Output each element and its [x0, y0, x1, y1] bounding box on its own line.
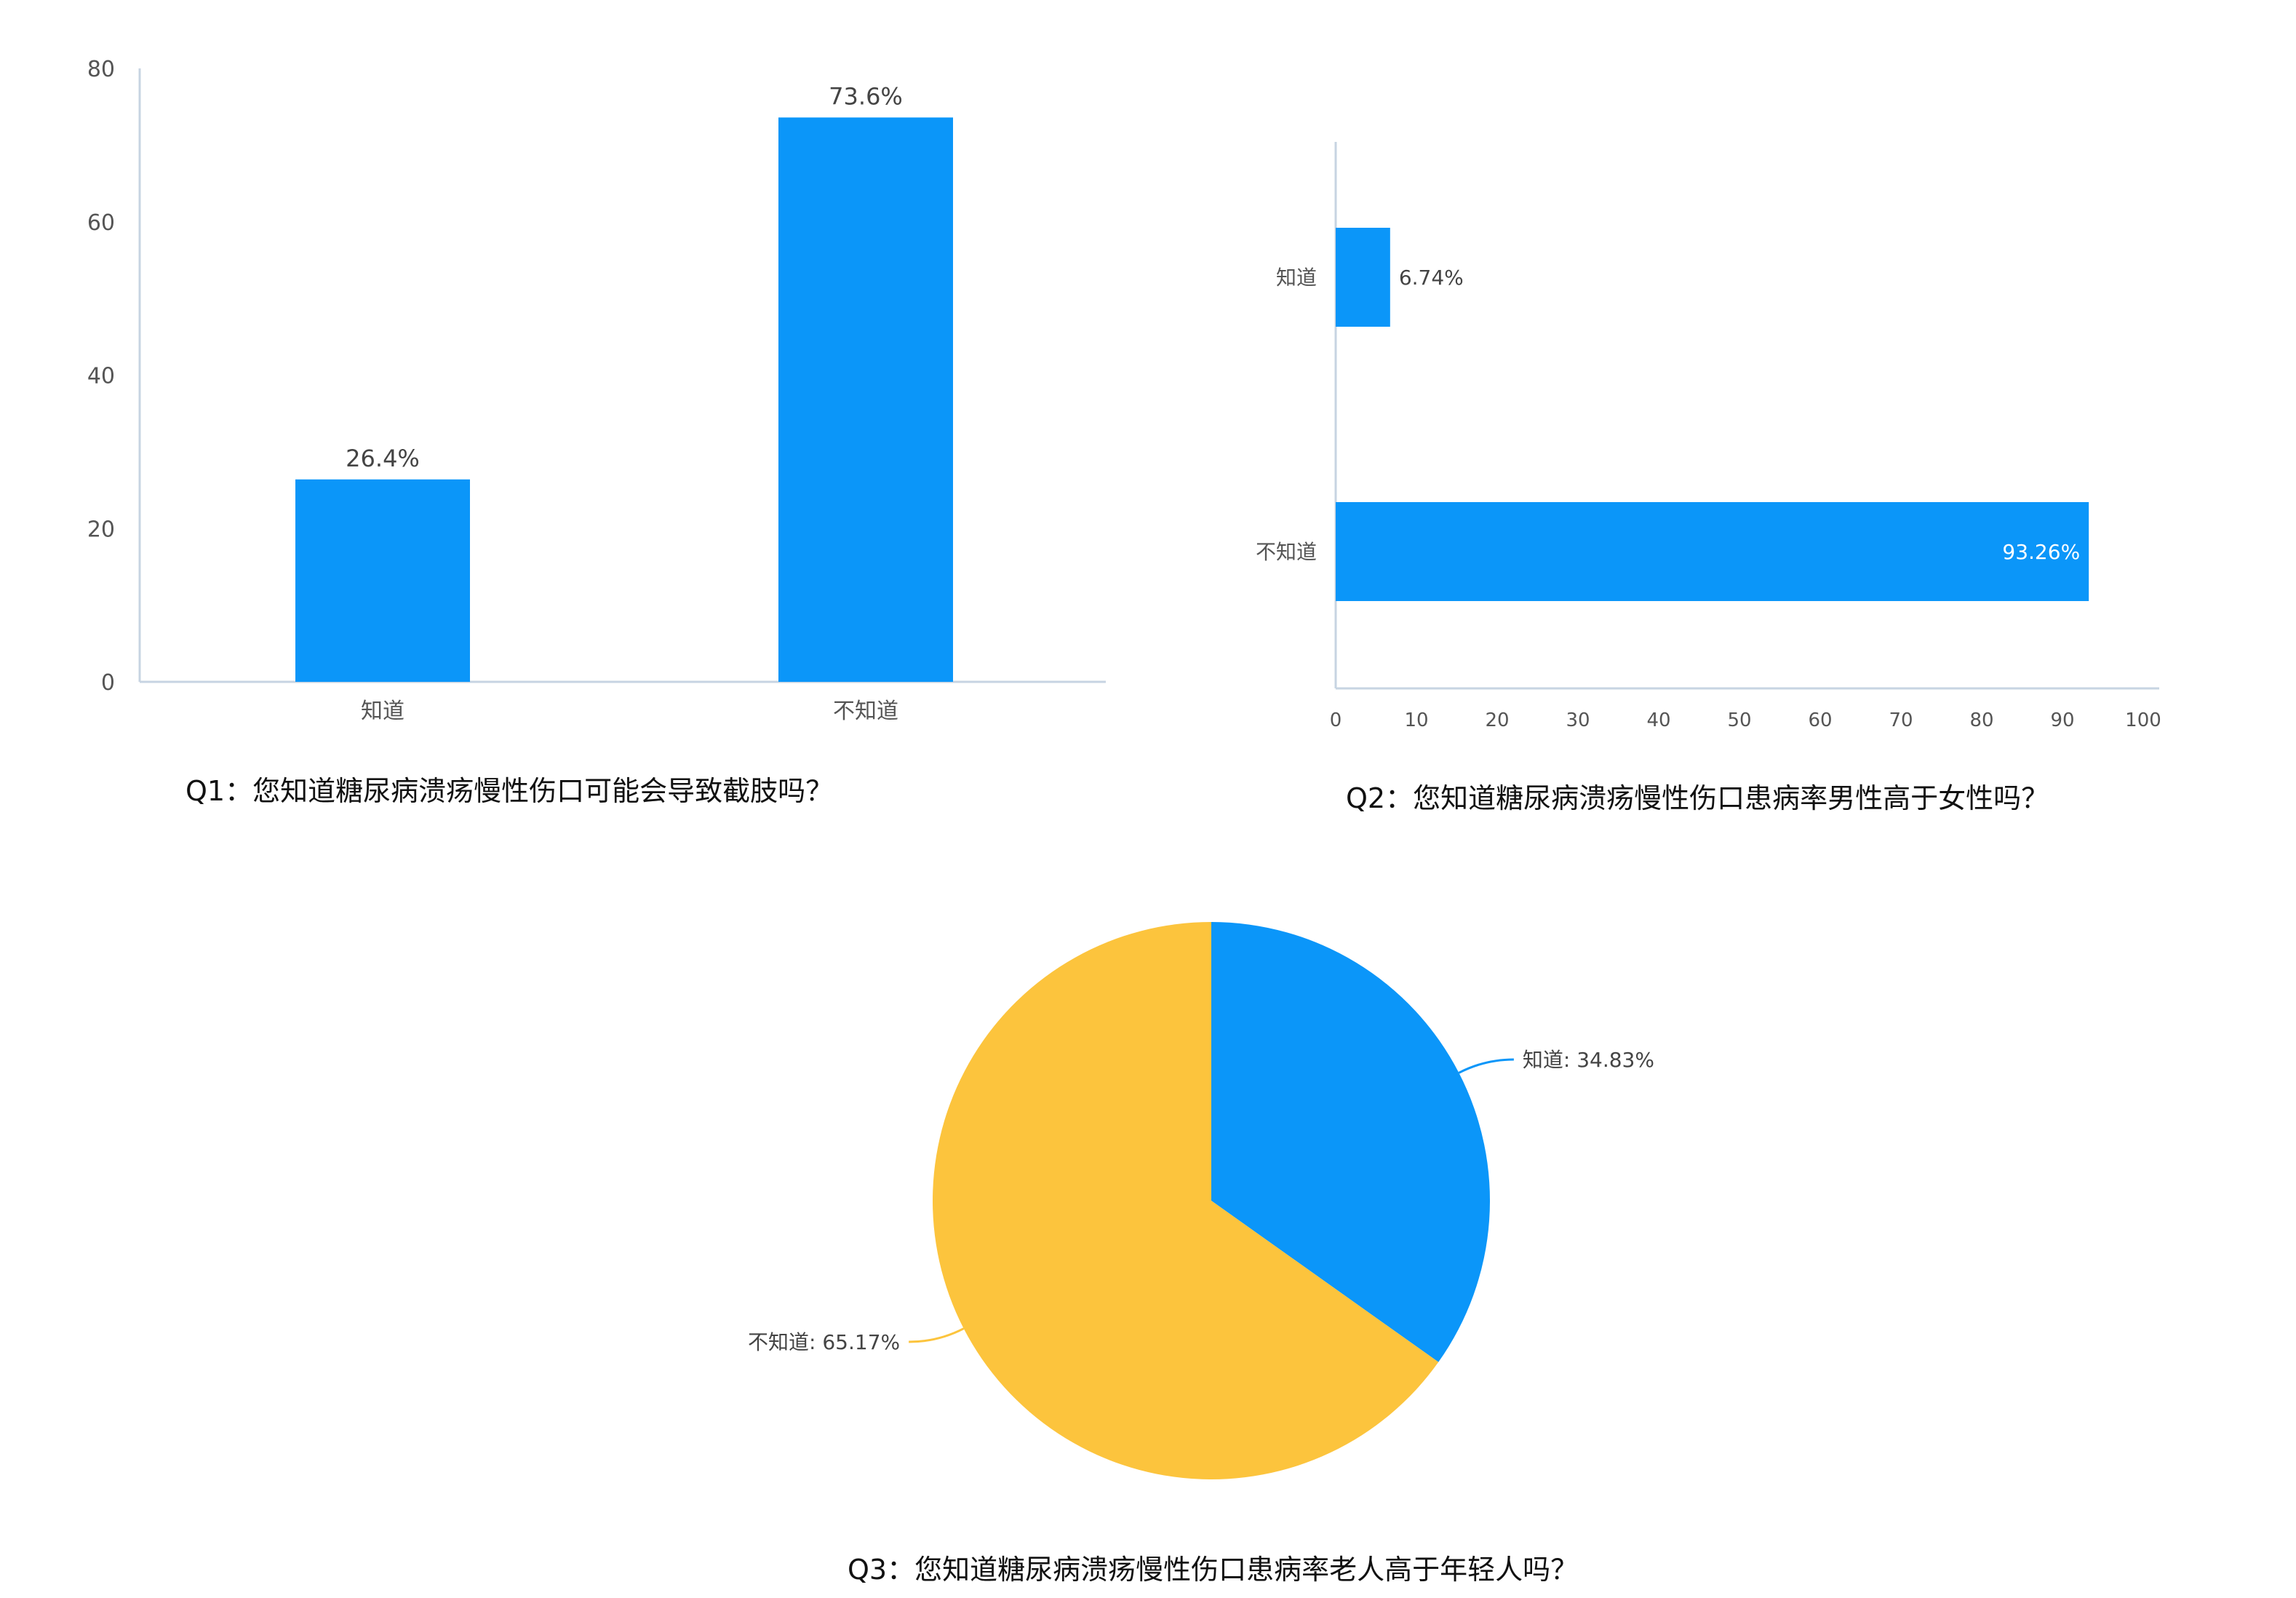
q2-x-tick-label: 30 [1566, 709, 1590, 731]
q1-caption: Q1：您知道糖尿病溃疡慢性伤口可能会导致截肢吗？ [186, 775, 833, 807]
q2-x-tick-label: 90 [2050, 709, 2074, 731]
q2-bar [1336, 228, 1390, 327]
q2-x-tick-label: 20 [1485, 709, 1509, 731]
q2-x-tick-label: 70 [1889, 709, 1913, 731]
q1-y-tick-label: 40 [87, 364, 115, 389]
q2-data-label: 6.74% [1399, 266, 1464, 290]
q2-x-tick-label: 100 [2125, 709, 2161, 731]
q2-x-tick-label: 10 [1404, 709, 1428, 731]
q3-slice-label: 知道: 34.83% [1523, 1048, 1654, 1072]
q3-caption: Q3：您知道糖尿病溃疡慢性伤口患病率老人高于年轻人吗？ [848, 1554, 1578, 1586]
q1-x-tick-label: 知道 [361, 699, 404, 724]
q2-y-tick-label: 不知道 [1256, 540, 1317, 564]
q2-y-tick-label: 知道 [1276, 266, 1317, 290]
q2-data-label: 93.26% [2002, 540, 2080, 564]
q1-bar [295, 480, 470, 682]
q1-y-tick-label: 20 [87, 517, 115, 542]
q2-x-tick-label: 80 [1969, 709, 1993, 731]
q1-data-label: 26.4% [346, 445, 420, 472]
q2-bar [1336, 502, 2089, 601]
q2-x-tick-label: 40 [1646, 709, 1670, 731]
q1-y-tick-label: 80 [87, 57, 115, 82]
q1-x-tick-label: 不知道 [833, 699, 898, 724]
q2-x-tick-label: 0 [1330, 709, 1342, 731]
q1-data-label: 73.6% [829, 82, 903, 110]
q2-x-tick-label: 60 [1808, 709, 1832, 731]
q1-bar [778, 117, 953, 682]
q1-y-tick-label: 60 [87, 210, 115, 236]
q2-x-tick-label: 50 [1727, 709, 1751, 731]
q2-caption: Q2：您知道糖尿病溃疡慢性伤口患病率男性高于女性吗？ [1346, 782, 2049, 814]
q1-y-tick-label: 0 [101, 670, 115, 696]
q3-slice-label: 不知道: 65.17% [748, 1330, 900, 1354]
